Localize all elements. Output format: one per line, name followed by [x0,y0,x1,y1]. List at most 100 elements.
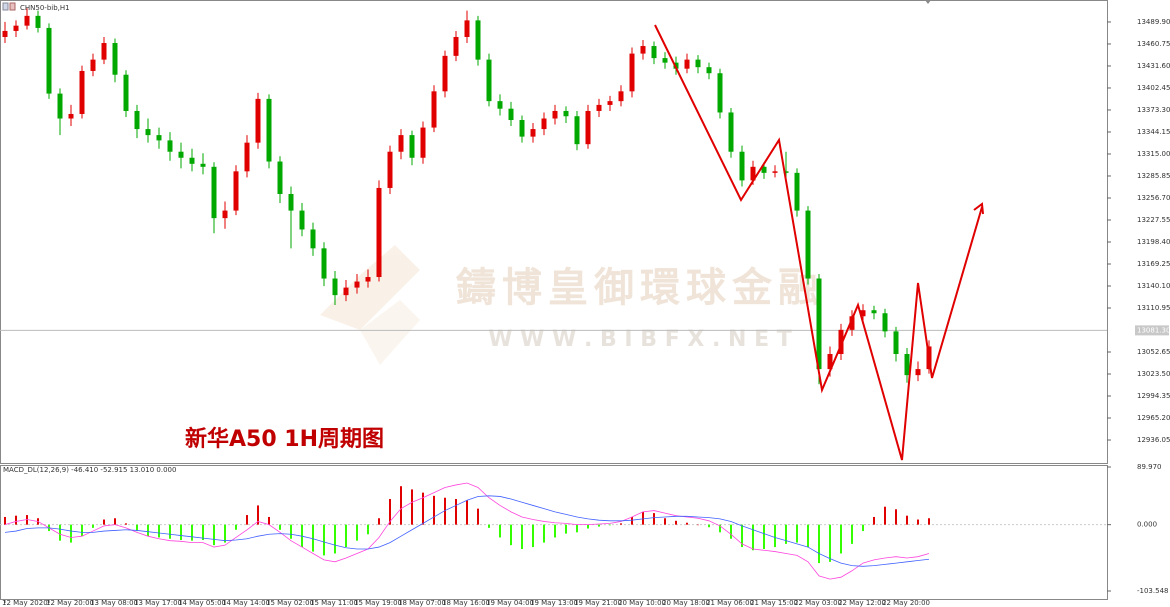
candle-body [717,73,723,113]
macd-bar [928,518,930,525]
candle-body [915,369,921,376]
candle-body [519,120,525,137]
macd-bar [389,499,391,525]
candle-body [695,59,701,68]
macd-bar [873,516,875,525]
candle-body [79,70,85,114]
candle-body [761,166,767,173]
macd-bar [708,524,710,528]
candle-body [288,193,294,211]
candle-body [321,248,327,279]
y-tick-label: 13315.00 [1137,150,1170,158]
macd-bar [653,513,655,525]
macd-bar [235,524,237,530]
macd-bar [477,508,479,525]
watermark-url: W W W . B I B F X . N E T [488,327,792,352]
watermark: 鑄博皇御環球金融 [455,265,824,311]
x-tick-label: 12 May 20:00 [46,599,94,607]
macd-bar [609,524,611,526]
macd-bar [906,515,908,525]
y-tick-label: 13402.45 [1137,84,1170,92]
candle-body [332,278,338,296]
toolbar-icon[interactable] [9,2,16,11]
candle-body [145,129,151,136]
macd-bar [510,524,512,546]
candle-body [134,110,140,130]
x-tick-label: 13 May 08:00 [90,599,138,607]
current-price-label: 13081.30 [1137,326,1170,334]
candle-body [453,36,459,56]
annotation: 新华A50 1H周期图 [185,426,384,452]
candle-body [178,151,184,158]
candle-body [310,229,316,249]
candle-body [112,43,118,75]
candle-body [871,310,877,314]
macd-bar [15,515,17,525]
candle-body [552,110,558,119]
y-tick-label: 13110.95 [1137,304,1170,312]
candle-body [849,316,855,330]
y-tick-label: 13460.75 [1137,40,1170,48]
macd-bar [224,524,226,543]
macd-bar [81,524,83,537]
candle-body [860,310,866,317]
trend-drawing [654,24,984,461]
candle-body [46,27,52,94]
macd-bar [4,516,6,525]
macd-bar [422,492,424,525]
macd-bar [686,522,688,525]
candle-body [409,135,415,158]
y-tick-label: 12994.35 [1137,392,1170,400]
candle-body [167,140,173,152]
y-tick-label: 13198.40 [1137,238,1170,246]
macd-bar [268,516,270,525]
macd-line [4,482,930,580]
macd-bar [180,524,182,541]
candle-body [233,171,239,211]
candle-body [189,157,195,164]
y-tick-label: 13373.30 [1137,106,1170,114]
candle-body [772,171,778,173]
macd-bar [840,524,842,554]
marks: 13489.90 13460.75 13431.60 13402.45 13373.30… [0,8,1170,607]
candle-body [508,108,514,121]
candle-body [211,166,217,219]
x-tick-label: 15 May 02:00 [266,599,314,607]
candle-body [629,53,635,92]
macd-bar [246,515,248,525]
candle-body [123,74,129,111]
macd-y-tick-label: 89.970 [1137,463,1162,471]
macd-bar [917,519,919,525]
macd-bar [642,511,644,525]
macd-bar [862,524,864,532]
candle-body [255,98,261,143]
macd-bar [730,524,732,539]
x-tick-label: 22 May 03:00 [794,599,842,607]
macd-bar [521,524,523,549]
candle-body [24,15,30,26]
candle-body [585,110,591,145]
toolbar-icon[interactable] [2,2,9,11]
macd-bar [92,524,94,528]
candle-body [640,46,646,54]
macd-bar [631,516,633,525]
x-tick-label: 12 May 2020 [2,599,48,607]
macd-bar [191,524,193,541]
candle-body [816,278,822,370]
macd-bar [411,489,413,525]
macd-bar [884,506,886,525]
x-tick-label: 14 May 05:00 [178,599,226,607]
macd-bar [763,524,765,549]
macd-bar [785,524,787,544]
x-tick-label: 19 May 04:00 [486,599,534,607]
macd-bar [488,524,490,528]
macd-y-tick-label: 0.000 [1137,521,1157,529]
macd-bar [576,524,578,533]
candle-body [431,91,437,128]
macd-bar [257,505,259,525]
macd-bar [796,524,798,543]
macd-bar [367,524,369,535]
y-tick-label: 13344.15 [1137,128,1170,136]
candle-body [530,129,536,137]
macd-bar [741,524,743,548]
